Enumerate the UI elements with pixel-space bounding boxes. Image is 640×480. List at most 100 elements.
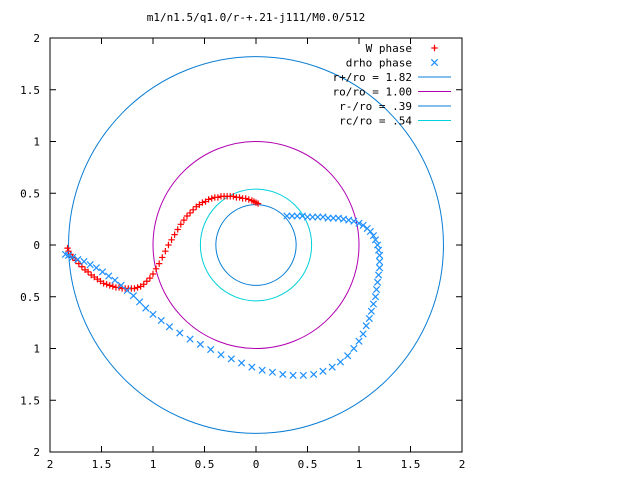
legend-label: drho phase — [346, 57, 412, 70]
w-phase-point — [205, 196, 212, 203]
circle-2 — [68, 56, 444, 434]
w-phase-point — [155, 260, 163, 267]
w-phase-point — [131, 285, 138, 292]
drho-phase-point — [373, 278, 382, 286]
drho-phase-point — [157, 316, 165, 325]
drho-phase-point — [268, 368, 277, 376]
y-tick-label: 1 — [33, 136, 40, 149]
drho-phase-point — [355, 219, 363, 227]
drho-phase-point — [117, 281, 125, 289]
drho-phase-point — [289, 371, 297, 380]
w-phase-point — [171, 231, 178, 238]
w-phase-point — [140, 281, 147, 288]
circle-3 — [152, 141, 360, 349]
drho-phase-point — [217, 351, 225, 359]
drho-phase-point — [86, 261, 94, 269]
w-phase-point — [64, 244, 71, 252]
drho-phase-point — [283, 212, 291, 220]
drho-phase-point — [196, 340, 205, 348]
x-tick-label: 2 — [459, 458, 466, 471]
w-phase-point — [230, 193, 237, 200]
drho-phase-point — [371, 293, 380, 301]
chart-title: m1/n1.5/q1.0/r-+.21-j111/M0.0/512 — [147, 11, 366, 24]
x-tick-label: 1.5 — [401, 458, 421, 471]
w-phase-point — [245, 196, 252, 203]
drho-phase-point — [149, 310, 157, 318]
w-phase-point — [199, 199, 206, 206]
w-phase-point — [236, 194, 243, 201]
drho-phase-point — [279, 370, 287, 378]
legend-swatch — [431, 44, 438, 52]
w-phase-point — [189, 206, 197, 214]
drho-phase-point — [248, 363, 256, 371]
drho-phase-point — [362, 322, 370, 330]
x-tick-label: 0.5 — [195, 458, 215, 471]
x-tick-label: 2 — [47, 458, 54, 471]
legend-label: W phase — [366, 42, 412, 55]
x-tick-label: 0.5 — [298, 458, 318, 471]
y-tick-label: 0.5 — [20, 187, 40, 200]
drho-phase-point — [237, 359, 246, 367]
drho-phase-point — [319, 367, 327, 375]
drho-phase-point — [142, 304, 150, 312]
drho-phase-point — [176, 329, 184, 337]
w-phase-point — [242, 195, 249, 202]
y-tick-label: 2 — [33, 32, 40, 45]
legend-label: ro/ro = 1.00 — [333, 86, 412, 99]
w-phase-point — [208, 195, 215, 202]
w-phase-point — [103, 281, 110, 288]
w-phase-point — [106, 282, 113, 289]
circle-4 — [215, 204, 297, 286]
drho-phase-point — [328, 363, 336, 371]
legend-swatch — [430, 58, 439, 67]
drho-phase-point — [372, 285, 381, 294]
drho-phase-point — [369, 232, 378, 240]
circle-5 — [199, 188, 313, 302]
drho-phase-point — [374, 271, 383, 279]
axis-ticks: 2 1.5 1 0.5 0 0.5 1 1.5 221.510.500.511.52 — [20, 32, 465, 471]
drho-phase-point — [207, 345, 215, 354]
drho-phase-point — [366, 227, 374, 236]
w-phase-point — [214, 194, 222, 201]
drho-phase-point — [227, 355, 235, 363]
w-phase-point — [109, 283, 117, 290]
drho-phase-point — [329, 214, 337, 222]
drho-phase-point — [375, 257, 384, 266]
drho-phase-point — [288, 212, 296, 220]
drho-phase-point — [365, 314, 373, 323]
w-phase-point — [183, 212, 191, 220]
y-tick-label: 2 — [33, 446, 40, 459]
drho-phase-point — [375, 251, 384, 259]
w-phase-point — [174, 226, 181, 233]
drho-phase-point — [350, 217, 358, 225]
w-phase-point — [78, 263, 86, 270]
legend-label: r+/ro = 1.82 — [333, 71, 412, 84]
y-tick-label: 1.5 — [20, 84, 40, 97]
w-phase-point — [75, 260, 83, 267]
w-phase-point — [149, 270, 157, 278]
drho-phase-point — [299, 371, 308, 380]
drho-phase-point — [371, 236, 380, 244]
w-phase-point — [84, 268, 92, 276]
drho-phase-point — [74, 255, 82, 264]
drho-phase-point — [129, 292, 138, 300]
reference-circles — [68, 56, 444, 434]
w-phase-point — [152, 265, 160, 273]
drho-phase-point — [135, 298, 144, 306]
w-phase-point — [186, 209, 194, 217]
w-phase-point — [146, 274, 154, 282]
w-phase-point — [100, 280, 107, 287]
drho-phase-point — [350, 344, 358, 353]
drho-phase-point — [359, 221, 367, 229]
w-phase-point — [143, 278, 151, 285]
drho-phase-point — [258, 366, 266, 374]
drho-phase-point — [92, 264, 100, 272]
w-phase-point — [177, 221, 185, 228]
w-phase-point — [168, 236, 175, 244]
drho-phase-point — [344, 352, 352, 360]
w-phase-point — [162, 248, 169, 255]
drho-phase-point — [324, 214, 332, 222]
drho-phase-point — [165, 323, 174, 331]
drho-phase-point — [61, 250, 70, 258]
